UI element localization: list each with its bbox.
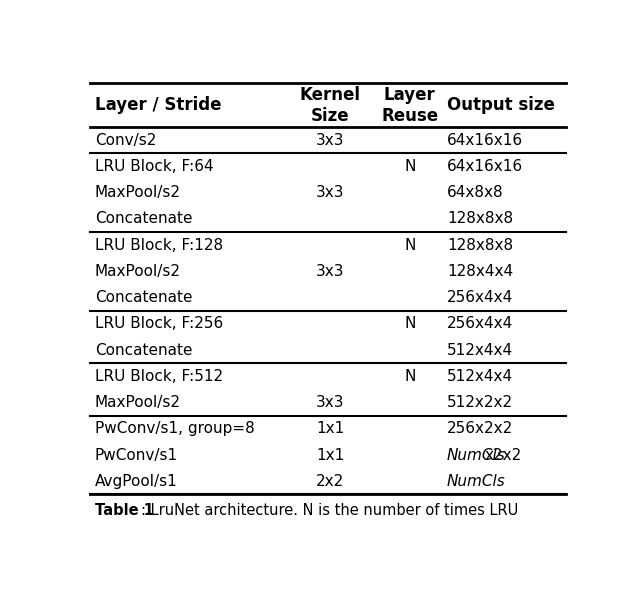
Text: 1x1: 1x1: [316, 422, 344, 437]
Text: 256x4x4: 256x4x4: [447, 316, 513, 331]
Text: LRU Block, F:512: LRU Block, F:512: [95, 369, 223, 384]
Text: Layer / Stride: Layer / Stride: [95, 96, 221, 114]
Text: 3x3: 3x3: [316, 264, 345, 279]
Text: LRU Block, F:256: LRU Block, F:256: [95, 316, 223, 331]
Text: Concatenate: Concatenate: [95, 211, 193, 227]
Text: PwConv/s1, group=8: PwConv/s1, group=8: [95, 422, 255, 437]
Text: 128x8x8: 128x8x8: [447, 211, 513, 227]
Text: 3x3: 3x3: [316, 395, 345, 410]
Text: 64x8x8: 64x8x8: [447, 185, 504, 200]
Text: Kernel
Size: Kernel Size: [300, 86, 361, 124]
Text: NumCls: NumCls: [447, 474, 506, 489]
Text: LRU Block, F:64: LRU Block, F:64: [95, 159, 214, 174]
Text: AvgPool/s1: AvgPool/s1: [95, 474, 178, 489]
Text: 256x4x4: 256x4x4: [447, 290, 513, 305]
Text: Output size: Output size: [447, 96, 555, 114]
Text: 3x3: 3x3: [316, 185, 345, 200]
Text: 3x3: 3x3: [316, 133, 345, 148]
Text: 64x16x16: 64x16x16: [447, 133, 523, 148]
Text: 64x16x16: 64x16x16: [447, 159, 523, 174]
Text: LRU Block, F:128: LRU Block, F:128: [95, 237, 223, 252]
Text: MaxPool/s2: MaxPool/s2: [95, 395, 181, 410]
Text: Conv/s2: Conv/s2: [95, 133, 156, 148]
Text: 512x2x2: 512x2x2: [447, 395, 513, 410]
Text: MaxPool/s2: MaxPool/s2: [95, 185, 181, 200]
Text: Table 1: Table 1: [95, 503, 154, 518]
Text: N: N: [404, 316, 415, 331]
Text: Concatenate: Concatenate: [95, 290, 193, 305]
Text: Concatenate: Concatenate: [95, 343, 193, 358]
Text: NumCls: NumCls: [447, 447, 506, 463]
Text: x2x2: x2x2: [484, 447, 522, 463]
Text: 512x4x4: 512x4x4: [447, 369, 513, 384]
Text: Layer
Reuse: Layer Reuse: [381, 86, 438, 124]
Text: PwConv/s1: PwConv/s1: [95, 447, 178, 463]
Text: N: N: [404, 237, 415, 252]
Text: 128x4x4: 128x4x4: [447, 264, 513, 279]
Text: : LruNet architecture. N is the number of times LRU: : LruNet architecture. N is the number o…: [141, 503, 518, 518]
Text: 1x1: 1x1: [316, 447, 344, 463]
Text: 512x4x4: 512x4x4: [447, 343, 513, 358]
Text: N: N: [404, 159, 415, 174]
Text: 128x8x8: 128x8x8: [447, 237, 513, 252]
Text: N: N: [404, 369, 415, 384]
Text: 2x2: 2x2: [316, 474, 344, 489]
Text: 256x2x2: 256x2x2: [447, 422, 513, 437]
Text: MaxPool/s2: MaxPool/s2: [95, 264, 181, 279]
